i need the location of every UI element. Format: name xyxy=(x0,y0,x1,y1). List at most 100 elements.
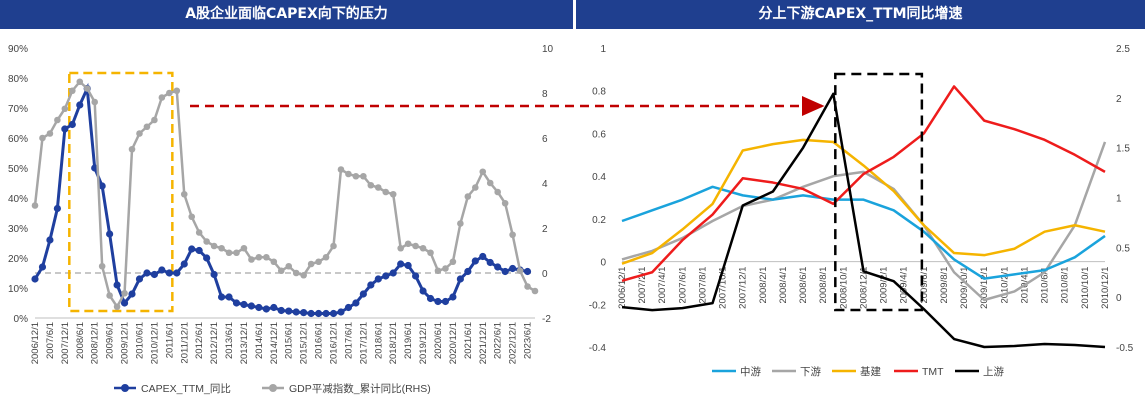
data-point-gdp-deflator xyxy=(531,287,539,295)
x-tick-label: 2007/4/1 xyxy=(657,267,668,304)
series-line-0 xyxy=(621,185,1106,280)
data-point-capex xyxy=(270,303,278,312)
y-right-tick-label: 2.5 xyxy=(1116,44,1130,55)
y-right-tick-label: 0 xyxy=(1116,293,1122,304)
data-point-capex xyxy=(165,269,173,277)
legend-swatch-marker xyxy=(269,384,277,392)
x-tick-label: 2010/12/1 xyxy=(149,322,160,364)
left-chart-title: A股企业面临CAPEX向下的压力 xyxy=(0,0,573,29)
x-tick-label: 2023/6/1 xyxy=(523,322,534,359)
right-chart-panel: 分上下游CAPEX_TTM同比增速 -0.4 -0.2 0 0.2 0.4 0.6 0.8 1… xyxy=(576,0,1145,409)
data-point-gdp-deflator xyxy=(248,256,255,263)
x-tick-label: 2010/10/1 xyxy=(1080,267,1091,309)
y-left-tick-label: 0.8 xyxy=(592,87,606,98)
data-point-gdp-deflator xyxy=(210,242,218,250)
data-point-gdp-deflator xyxy=(397,244,404,252)
data-point-gdp-deflator xyxy=(464,193,472,200)
data-point-capex xyxy=(68,120,76,129)
data-point-capex xyxy=(329,309,338,318)
data-point-capex xyxy=(106,230,114,238)
data-point-gdp-deflator xyxy=(240,244,248,252)
x-tick-label: 2022/6/1 xyxy=(493,322,504,359)
legend-label: 中游 xyxy=(740,365,761,378)
x-tick-label: 2016/12/1 xyxy=(329,322,340,364)
data-point-gdp-deflator xyxy=(233,249,240,257)
data-point-gdp-deflator xyxy=(91,98,99,106)
data-point-capex xyxy=(411,272,420,280)
data-point-gdp-deflator xyxy=(389,190,397,198)
data-point-capex xyxy=(210,270,218,279)
legend-swatch-marker xyxy=(121,384,129,392)
y-right-tick-label: 2 xyxy=(1116,94,1122,105)
data-point-gdp-deflator xyxy=(113,303,121,311)
data-point-gdp-deflator xyxy=(166,89,173,97)
y-right-tick-label: 1.5 xyxy=(1116,144,1130,155)
y-right-tick-label: 6 xyxy=(542,134,548,145)
data-point-capex xyxy=(225,293,233,301)
x-tick-label: 2009/8/1 xyxy=(939,267,950,304)
x-tick-label: 2009/6/1 xyxy=(105,322,116,359)
y-left-tick-label: 1 xyxy=(600,44,606,55)
data-point-capex xyxy=(76,101,84,109)
x-tick-label: 2018/6/1 xyxy=(373,322,384,359)
y-left-tick-label: 70% xyxy=(8,104,28,115)
data-point-gdp-deflator xyxy=(367,181,375,189)
data-point-gdp-deflator xyxy=(173,87,181,95)
legend-label: GDP平减指数_累计同比(RHS) xyxy=(289,382,431,395)
data-point-capex xyxy=(434,297,442,306)
data-point-gdp-deflator xyxy=(136,130,143,137)
x-tick-label: 2014/6/1 xyxy=(254,322,265,359)
series-line-1 xyxy=(621,141,1107,302)
data-point-gdp-deflator xyxy=(98,262,106,270)
data-point-capex xyxy=(61,125,69,133)
data-point-gdp-deflator xyxy=(479,168,487,176)
data-point-capex xyxy=(195,246,203,255)
data-point-capex xyxy=(479,252,487,261)
y-right-tick-label: 4 xyxy=(542,179,548,190)
data-point-capex xyxy=(352,299,360,307)
x-tick-label: 2010/6/1 xyxy=(1040,267,1051,304)
data-point-capex xyxy=(38,263,47,271)
data-point-gdp-deflator xyxy=(300,271,307,279)
y-left-tick-label: 80% xyxy=(8,74,28,85)
data-point-capex xyxy=(277,306,285,315)
data-point-gdp-deflator xyxy=(449,258,457,266)
x-tick-label: 2014/12/1 xyxy=(269,322,280,364)
right-chart-title: 分上下游CAPEX_TTM同比增速 xyxy=(576,0,1145,29)
y-left-tick-label: 0.2 xyxy=(592,215,606,226)
y-right-tick-label: 8 xyxy=(542,89,548,100)
x-tick-label: 2019/12/1 xyxy=(418,322,429,364)
data-point-capex xyxy=(120,299,129,307)
data-point-gdp-deflator xyxy=(374,184,382,191)
data-point-gdp-deflator xyxy=(54,116,61,124)
x-tick-label: 2008/6/1 xyxy=(798,267,809,304)
data-point-gdp-deflator xyxy=(471,184,479,191)
data-point-capex xyxy=(158,266,166,274)
data-point-capex xyxy=(471,257,479,265)
data-point-capex xyxy=(143,269,151,277)
x-tick-label: 2009/2/1 xyxy=(879,267,890,304)
x-tick-label: 2009/4/1 xyxy=(899,267,910,304)
x-tick-label: 2007/12/1 xyxy=(738,267,749,309)
data-point-gdp-deflator xyxy=(203,238,210,245)
data-point-gdp-deflator xyxy=(345,170,352,178)
data-point-gdp-deflator xyxy=(330,242,337,250)
data-point-capex xyxy=(419,287,427,295)
x-tick-label: 2010/8/1 xyxy=(1060,267,1071,304)
x-tick-label: 2007/10/1 xyxy=(718,267,729,309)
y-right-tick-label: 2 xyxy=(542,224,548,235)
y-left-tick-label: 0.6 xyxy=(592,129,606,140)
data-point-capex xyxy=(285,307,293,315)
data-point-gdp-deflator xyxy=(322,253,330,261)
data-point-gdp-deflator xyxy=(434,267,442,275)
x-tick-label: 2007/8/1 xyxy=(698,267,709,304)
x-tick-label: 2013/6/1 xyxy=(224,322,235,359)
x-tick-label: 2009/12/1 xyxy=(120,322,131,364)
data-point-capex xyxy=(203,254,211,262)
data-point-gdp-deflator xyxy=(360,172,367,180)
y-left-tick-label: 0% xyxy=(14,314,29,325)
y-left-tick-label: 30% xyxy=(8,224,28,235)
x-tick-label: 2009/10/1 xyxy=(959,267,970,309)
right-chart-svg: -0.4 -0.2 0 0.2 0.4 0.6 0.8 1 -0.5 0 0.5 1 1.5 2 2.5 20… xyxy=(589,44,1134,378)
x-tick-label: 2007/6/1 xyxy=(677,267,688,304)
